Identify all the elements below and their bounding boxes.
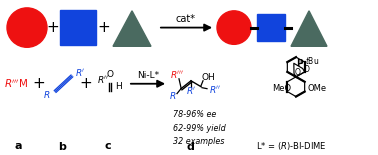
- Text: H: H: [115, 82, 122, 91]
- Text: $\mathit{R}$: $\mathit{R}$: [169, 90, 177, 101]
- Text: +: +: [80, 76, 92, 91]
- Text: +: +: [98, 20, 110, 35]
- Text: $\mathit{R'''}$M: $\mathit{R'''}$M: [4, 78, 28, 90]
- Text: $\mathit{R''}$: $\mathit{R''}$: [209, 84, 222, 95]
- Circle shape: [217, 11, 251, 44]
- Text: $\mathbf{a}$: $\mathbf{a}$: [14, 141, 22, 151]
- Text: $\mathit{R'''}$: $\mathit{R'''}$: [170, 69, 184, 80]
- Polygon shape: [113, 11, 151, 46]
- Text: +: +: [46, 20, 59, 35]
- Text: $\mathit{R}$: $\mathit{R}$: [43, 89, 50, 100]
- Text: Ni-L*: Ni-L*: [137, 71, 159, 80]
- Text: L* = ($R$)-BI-DIME: L* = ($R$)-BI-DIME: [256, 140, 327, 152]
- Text: $\mathbf{b}$: $\mathbf{b}$: [58, 140, 68, 152]
- Polygon shape: [291, 11, 327, 46]
- Text: $\mathbf{d}$: $\mathbf{d}$: [186, 140, 195, 152]
- Text: P: P: [296, 59, 302, 68]
- Text: $\mathit{R''}$: $\mathit{R''}$: [97, 74, 109, 85]
- Text: cat*: cat*: [176, 14, 196, 24]
- Text: 78-96% ee
62-99% yield
32 examples: 78-96% ee 62-99% yield 32 examples: [173, 110, 226, 146]
- Text: O: O: [304, 65, 310, 74]
- Text: OMe: OMe: [308, 84, 327, 93]
- Text: $\mathit{R'}$: $\mathit{R'}$: [186, 85, 196, 96]
- Text: O: O: [107, 70, 113, 79]
- Text: O: O: [295, 68, 301, 77]
- Text: $\mathit{'''}$: $\mathit{'''}$: [299, 59, 305, 65]
- Text: OH: OH: [202, 73, 216, 82]
- Text: MeO: MeO: [272, 84, 291, 93]
- FancyBboxPatch shape: [60, 10, 96, 45]
- FancyBboxPatch shape: [257, 14, 285, 41]
- Text: +: +: [33, 76, 45, 91]
- Circle shape: [7, 8, 47, 47]
- Text: $\mathit{R'}$: $\mathit{R'}$: [75, 67, 85, 78]
- Text: $\mathit{t}$Bu: $\mathit{t}$Bu: [305, 55, 319, 66]
- Text: $\mathbf{c}$: $\mathbf{c}$: [104, 141, 112, 151]
